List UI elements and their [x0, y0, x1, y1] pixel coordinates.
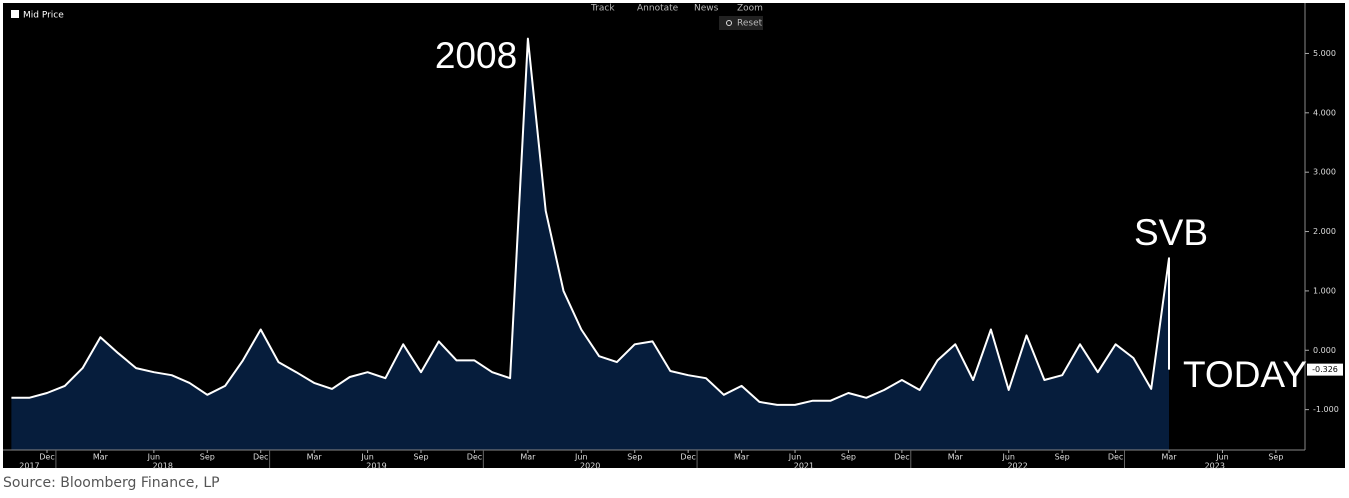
legend-label: Mid Price: [23, 11, 64, 21]
year-label: 2019: [366, 462, 386, 471]
x-tick-label: Dec: [39, 453, 54, 462]
y-tick-label: 1.000: [1313, 286, 1336, 295]
x-tick-label: Mar: [1161, 453, 1177, 462]
y-tick-label: 0.000: [1313, 346, 1336, 355]
x-tick-label: Dec: [253, 453, 268, 462]
x-tick-label: Sep: [1055, 453, 1070, 462]
year-label: 2023: [1205, 462, 1225, 471]
area: [11, 38, 1170, 450]
annotation: TODAY: [1183, 354, 1307, 395]
x-tick-label: Jun: [1215, 453, 1229, 462]
last-value-flag: [1307, 363, 1343, 376]
x-tick-label: Mar: [520, 453, 536, 462]
toolbar-news[interactable]: News: [694, 4, 719, 14]
y-tick-label: -1.000: [1313, 405, 1339, 414]
x-tick-label: Dec: [467, 453, 482, 462]
x-tick-label: Dec: [680, 453, 695, 462]
y-tick-label: 5.000: [1313, 49, 1336, 58]
x-tick-label: Sep: [200, 453, 215, 462]
reset-label[interactable]: Reset: [737, 19, 763, 29]
annotation: SVB: [1134, 212, 1208, 253]
x-tick-label: Sep: [1268, 453, 1283, 462]
x-tick-label: Sep: [841, 453, 856, 462]
legend-swatch: [11, 10, 19, 18]
source-note: Source: Bloomberg Finance, LP: [3, 475, 220, 491]
toolbar-zoom[interactable]: Zoom: [737, 4, 763, 14]
x-tick-label: Mar: [307, 453, 323, 462]
year-label: 2017: [19, 462, 39, 471]
toolbar: Track Annotate News Zoom Reset: [590, 4, 763, 30]
frame-edge: [0, 0, 3, 468]
reset-button[interactable]: [719, 16, 763, 30]
x-tick-label: Dec: [1108, 453, 1123, 462]
y-tick-label: 4.000: [1313, 108, 1336, 117]
x-tick-label: Jun: [574, 453, 588, 462]
year-label: 2022: [1007, 462, 1027, 471]
x-tick-label: Sep: [413, 453, 428, 462]
y-tick-label: 3.000: [1313, 168, 1336, 177]
year-label: 2018: [153, 462, 173, 471]
x-tick-label: Mar: [734, 453, 750, 462]
year-label: 2021: [794, 462, 814, 471]
toolbar-track[interactable]: Track: [590, 4, 615, 14]
toolbar-annotate[interactable]: Annotate: [637, 4, 679, 14]
x-tick-label: Mar: [93, 453, 109, 462]
last-value-label: -0.326: [1312, 365, 1338, 374]
x-tick-label: Jun: [788, 453, 802, 462]
year-label: 2020: [580, 462, 600, 471]
line: [11, 37, 1170, 406]
x-tick-label: Jun: [1001, 453, 1015, 462]
x-tick-label: Mar: [948, 453, 964, 462]
reset-icon: [726, 20, 732, 26]
annotation: 2008: [435, 35, 517, 76]
x-tick-label: Dec: [894, 453, 909, 462]
x-tick-label: Jun: [360, 453, 374, 462]
x-tick-label: Sep: [627, 453, 642, 462]
x-tick-label: Jun: [147, 453, 161, 462]
y-tick-label: 2.000: [1313, 227, 1336, 236]
